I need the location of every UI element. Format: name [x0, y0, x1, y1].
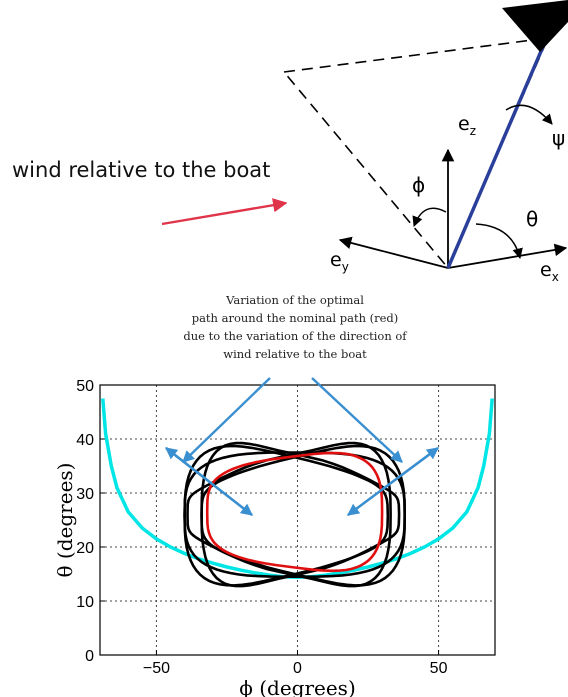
theta-phi-plot: −50 0 50 0 10 20 30 40 50 ϕ (degrees) θ (degrees) [53, 377, 496, 697]
optimal-path-loop [183, 444, 390, 587]
psi-label: ψ [552, 126, 565, 150]
annotation-line: Variation of the optimal [226, 293, 364, 307]
optimal-path-loop [200, 444, 407, 587]
ex-axis-arrow [447, 243, 568, 269]
x-tick-label: 0 [293, 660, 302, 677]
y-tick-label: 10 [76, 594, 94, 611]
variation-arrow [311, 377, 403, 463]
y-tick-label: 30 [76, 486, 94, 503]
ey-label: ey [330, 249, 349, 274]
plot-annotation: Variation of the optimal path around the… [160, 291, 430, 363]
ex-label: ex [540, 259, 559, 284]
y-tick-label: 0 [85, 648, 94, 665]
sail-outline [282, 37, 550, 270]
wind-arrow [161, 198, 288, 226]
nominal-path-loop [205, 451, 384, 573]
theta-angle-arc [475, 223, 523, 260]
x-axis-label: ϕ (degrees) [239, 676, 356, 697]
ey-axis-arrow [338, 236, 449, 269]
wind-label: wind relative to the boat [12, 158, 271, 182]
y-tick-label: 50 [76, 378, 94, 395]
annotation-line: due to the variation of the direction of [183, 329, 407, 343]
mast-line [446, 34, 550, 269]
variation-arrow [165, 447, 253, 516]
y-axis-label: θ (degrees) [53, 463, 77, 578]
variation-arrow [182, 377, 271, 463]
phi-label: ϕ [412, 173, 425, 197]
y-tick-label: 40 [76, 432, 94, 449]
x-tick-label: 50 [430, 660, 448, 677]
psi-rotation-arc [505, 104, 553, 125]
mast-arrowhead [502, 0, 568, 52]
phi-angle-arc [412, 207, 447, 227]
annotation-line: path around the nominal path (red) [191, 311, 399, 325]
x-tick-label: −50 [143, 660, 170, 677]
annotation-line: wind relative to the boat [223, 347, 367, 361]
theta-label: θ [526, 207, 538, 231]
y-tick-label: 20 [76, 540, 94, 557]
ez-label: ez [458, 113, 476, 138]
variation-arrow [347, 447, 439, 516]
